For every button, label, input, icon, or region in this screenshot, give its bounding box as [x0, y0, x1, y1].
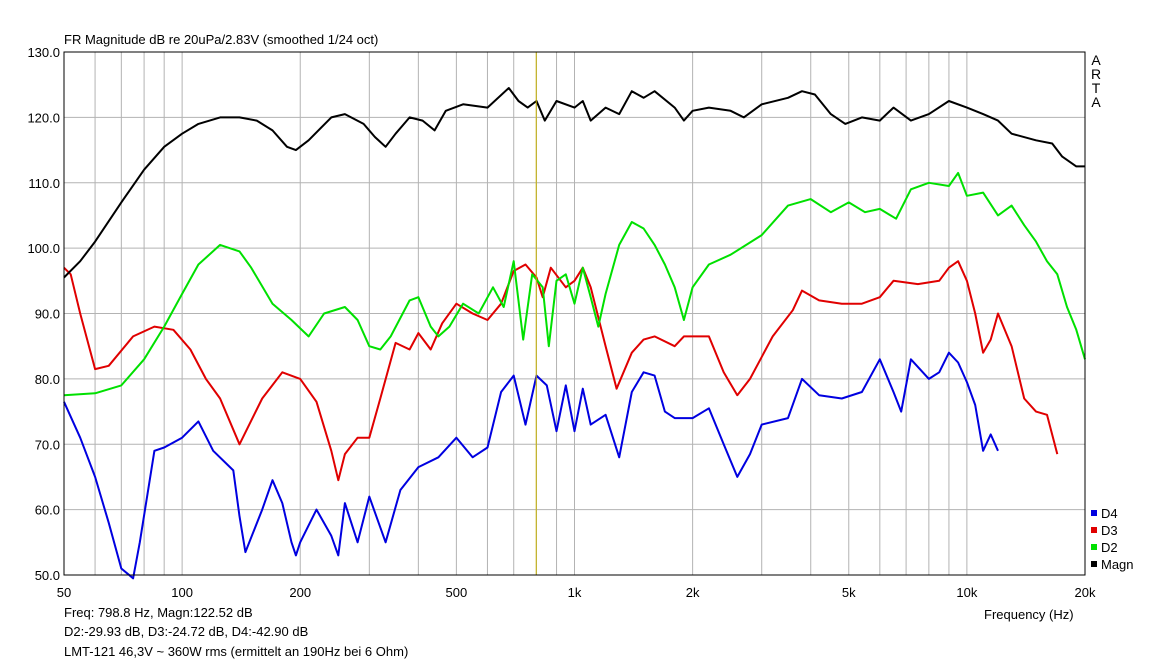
legend-swatch-d2 — [1091, 544, 1097, 550]
legend-label-magn: Magn — [1101, 557, 1134, 572]
cursor-readout: Freq: 798.8 Hz, Magn:122.52 dB — [64, 605, 253, 620]
legend-swatch-d4 — [1091, 510, 1097, 516]
legend-swatch-d3 — [1091, 527, 1097, 533]
y-tick-label: 50.0 — [35, 568, 60, 583]
x-tick-label: 5k — [842, 585, 856, 600]
y-tick-label: 60.0 — [35, 503, 60, 518]
series-line-magn — [63, 87, 1085, 279]
y-tick-label: 80.0 — [35, 372, 60, 387]
x-tick-label: 200 — [289, 585, 311, 600]
y-tick-label: 130.0 — [27, 45, 60, 60]
legend-swatch-magn — [1091, 561, 1097, 567]
x-tick-label: 10k — [956, 585, 977, 600]
device-note: LMT-121 46,3V ~ 360W rms (ermittelt an 1… — [64, 644, 409, 659]
x-tick-label: 100 — [171, 585, 193, 600]
y-tick-label: 70.0 — [35, 437, 60, 452]
arta-watermark: A R T A — [1090, 53, 1102, 109]
y-tick-label: 90.0 — [35, 307, 60, 322]
plot-frame — [63, 51, 1086, 576]
watermark-letter: A — [1091, 52, 1101, 68]
y-tick-label: 110.0 — [28, 176, 60, 191]
legend-label-d3: D3 — [1101, 523, 1118, 538]
watermark-letter: A — [1091, 94, 1101, 110]
chart-title: FR Magnitude dB re 20uPa/2.83V (smoothed… — [64, 32, 378, 47]
legend-label-d4: D4 — [1101, 506, 1118, 521]
y-tick-labels: 130.0 120.0 110.0 100.0 90.0 80.0 70.0 60.0 50.0 — [27, 45, 60, 583]
x-tick-label: 2k — [686, 585, 700, 600]
legend-label-d2: D2 — [1101, 540, 1118, 555]
x-tick-label: 500 — [446, 585, 468, 600]
y-tick-label: 120.0 — [27, 110, 60, 125]
chart-grid — [64, 52, 1085, 575]
series-line-d3 — [63, 260, 1059, 482]
watermark-letter: T — [1091, 80, 1101, 96]
watermark-letter: R — [1090, 66, 1102, 82]
x-tick-label: 1k — [568, 585, 582, 600]
series-line-d4 — [63, 351, 999, 580]
x-tick-labels: 50 100 200 500 1k 2k 5k 10k 20k — [57, 585, 1096, 600]
x-axis-label: Frequency (Hz) — [984, 607, 1074, 622]
y-tick-label: 100.0 — [27, 241, 60, 256]
x-tick-label: 50 — [57, 585, 71, 600]
x-tick-label: 20k — [1075, 585, 1096, 600]
series-line-d2 — [63, 171, 1086, 397]
legend: D4 D3 D2 Magn — [1091, 506, 1134, 572]
distortion-readout: D2:-29.93 dB, D3:-24.72 dB, D4:-42.90 dB — [64, 624, 309, 639]
